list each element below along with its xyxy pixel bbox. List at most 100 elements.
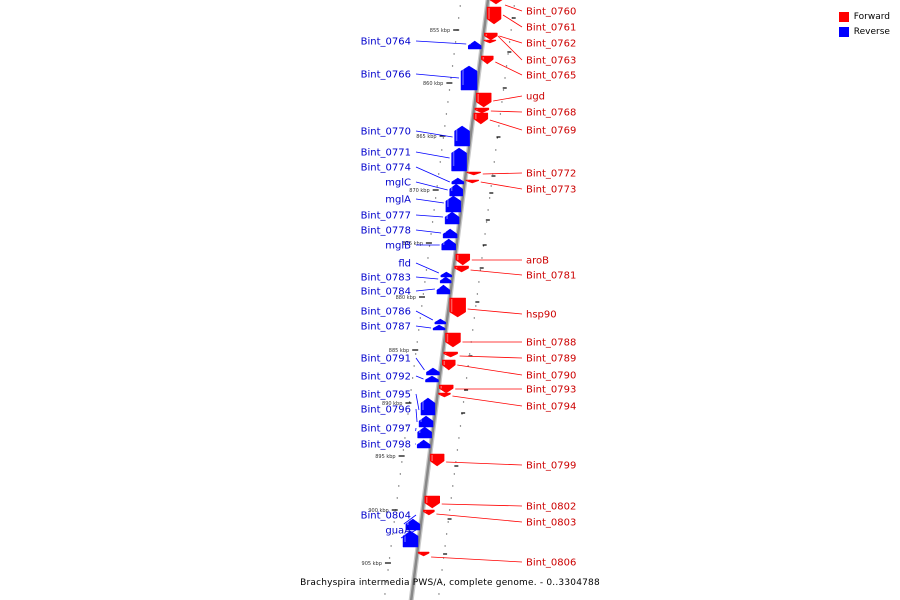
gene-arrow-Bint_0766[interactable] [460,65,478,91]
kbp-tick-label: 880 kbp [396,295,416,301]
gene-label-mglA[interactable]: mglA [385,195,411,206]
gene-arrow-Bint_0793[interactable] [438,384,454,394]
gene-label-Bint_0786[interactable]: Bint_0786 [361,307,411,318]
gene-label-Bint_0765[interactable]: Bint_0765 [526,71,576,82]
gene-label-Bint_0781[interactable]: Bint_0781 [526,271,576,282]
leader-line-Bint_0784 [415,288,435,292]
gene-arrow-Bint_0771[interactable] [451,147,467,172]
gene-arrow-Bint_0768[interactable] [474,107,490,114]
gene-arrow-Bint_0797[interactable] [417,426,432,439]
gene-arrow-Bint_0791[interactable] [426,367,440,376]
gene-label-guaA[interactable]: guaA [385,526,411,537]
gene-label-Bint_0798[interactable]: Bint_0798 [361,440,411,451]
gene-arrow-Bint_0806[interactable] [417,551,430,557]
gene-label-Bint_0802[interactable]: Bint_0802 [526,502,576,513]
guide-dot [384,593,386,595]
gene-arrow-Bint_0770[interactable] [454,125,470,147]
gene-label-Bint_0777[interactable]: Bint_0777 [361,211,411,222]
gene-arrow-Bint_0761[interactable] [486,6,502,25]
gene-arrow-Bint_0799[interactable] [429,453,445,467]
gene-label-fld[interactable]: fld [398,259,411,270]
gene-label-Bint_0789[interactable]: Bint_0789 [526,354,576,365]
gene-arrow-Bint_0784[interactable] [436,284,451,295]
gene-label-Bint_0806[interactable]: Bint_0806 [526,558,576,569]
gene-arrow-Bint_0773[interactable] [465,179,480,184]
gene-label-Bint_0783[interactable]: Bint_0783 [361,273,411,284]
gene-label-Bint_0773[interactable]: Bint_0773 [526,185,576,196]
gene-arrow-mglB[interactable] [441,238,456,251]
gene-label-Bint_0771[interactable]: Bint_0771 [361,148,411,159]
gene-arrow-ugd[interactable] [475,92,492,108]
gene-arrow-Bint_0772[interactable] [466,171,482,176]
gene-arrow-Bint_0763[interactable] [483,39,497,44]
gene-arrow-Bint_0778[interactable] [442,228,458,239]
gene-label-Bint_0770[interactable]: Bint_0770 [361,127,411,138]
gene-label-Bint_0791[interactable]: Bint_0791 [361,354,411,365]
gene-arrow-Bint_0789[interactable] [443,351,458,358]
gene-arrow-Bint_0783[interactable] [439,276,452,284]
gene-label-Bint_0778[interactable]: Bint_0778 [361,226,411,237]
gene-arrow-Bint_0802[interactable] [424,495,440,509]
guide-dot [495,149,497,151]
gene-label-hsp90[interactable]: hsp90 [526,310,557,321]
gene-arrow-Bint_0764[interactable] [467,40,482,50]
gene-arrow-Bint_0794[interactable] [438,392,451,398]
gene-arrow-Bint_0798[interactable] [416,439,431,449]
gene-arrow-Bint_0787[interactable] [432,324,446,331]
gene-label-aroB[interactable]: aroB [526,256,549,267]
gene-label-Bint_0769[interactable]: Bint_0769 [526,126,576,137]
gene-arrow-Bint_0792[interactable] [425,375,439,383]
gene-label-mglB[interactable]: mglB [385,241,411,252]
gene-arrow-Bint_0803[interactable] [423,509,435,516]
gene-arrow-Bint_0781[interactable] [454,265,469,273]
gene-arrow-Bint_0774[interactable] [451,177,465,185]
guide-dot [450,497,452,499]
leader-line-Bint_0803 [436,513,523,523]
guide-dot [439,581,442,583]
gene-arrow-Bint_0786[interactable] [434,318,447,325]
gene-arrow-Bint_0777[interactable] [444,211,460,225]
gene-label-Bint_0761[interactable]: Bint_0761 [526,23,576,34]
gene-label-mglC[interactable]: mglC [385,178,411,189]
gene-label-Bint_0796[interactable]: Bint_0796 [361,405,411,416]
gene-label-Bint_0763[interactable]: Bint_0763 [526,56,576,67]
gene-label-Bint_0790[interactable]: Bint_0790 [526,371,576,382]
guide-dot [502,89,505,91]
gene-label-Bint_0766[interactable]: Bint_0766 [361,70,411,81]
gene-label-Bint_0768[interactable]: Bint_0768 [526,108,576,119]
gene-label-Bint_0797[interactable]: Bint_0797 [361,424,411,435]
gene-label-Bint_0794[interactable]: Bint_0794 [526,402,576,413]
gene-label-ugd[interactable]: ugd [526,92,545,103]
gene-arrow-fld[interactable] [440,271,453,278]
kbp-tick-label: 870 kbp [409,188,429,194]
gene-arrow-Bint_0795[interactable] [420,397,436,416]
reverse-swatch [838,26,849,37]
gene-arrow-hsp90[interactable] [449,297,466,318]
gene-label-Bint_0774[interactable]: Bint_0774 [361,163,411,174]
gene-label-Bint_0787[interactable]: Bint_0787 [361,322,411,333]
gene-label-Bint_0795[interactable]: Bint_0795 [361,390,411,401]
gene-label-Bint_0792[interactable]: Bint_0792 [361,372,411,383]
gene-arrow-Bint_0796[interactable] [418,415,434,428]
gene-arrow-Bint_0790[interactable] [442,359,456,371]
guide-dot [451,65,454,67]
gene-arrow-mglC[interactable] [449,183,463,197]
gene-arrow-Bint_0762[interactable] [484,32,498,41]
gene-label-Bint_0784[interactable]: Bint_0784 [361,287,411,298]
gene-arrow-aroB[interactable] [455,253,471,266]
gene-label-Bint_0804[interactable]: Bint_0804 [361,511,411,522]
gene-label-Bint_0764[interactable]: Bint_0764 [361,37,411,48]
gene-arrow-Bint_0804[interactable] [405,518,421,531]
gene-label-Bint_0803[interactable]: Bint_0803 [526,518,576,529]
gene-arrow-Bint_0765[interactable] [481,55,494,65]
gene-label-Bint_0788[interactable]: Bint_0788 [526,338,576,349]
gene-arrow-Bint_0769[interactable] [473,112,489,125]
gene-label-Bint_0793[interactable]: Bint_0793 [526,385,576,396]
gene-label-Bint_0799[interactable]: Bint_0799 [526,461,576,472]
gene-arrow-mglA[interactable] [445,195,462,213]
gene-label-Bint_0762[interactable]: Bint_0762 [526,39,576,50]
gene-label-Bint_0772[interactable]: Bint_0772 [526,169,576,180]
gene-arrow-Bint_0788[interactable] [445,332,461,348]
gene-arrow-Bint_0760[interactable] [489,0,503,5]
gene-label-Bint_0760[interactable]: Bint_0760 [526,7,576,18]
